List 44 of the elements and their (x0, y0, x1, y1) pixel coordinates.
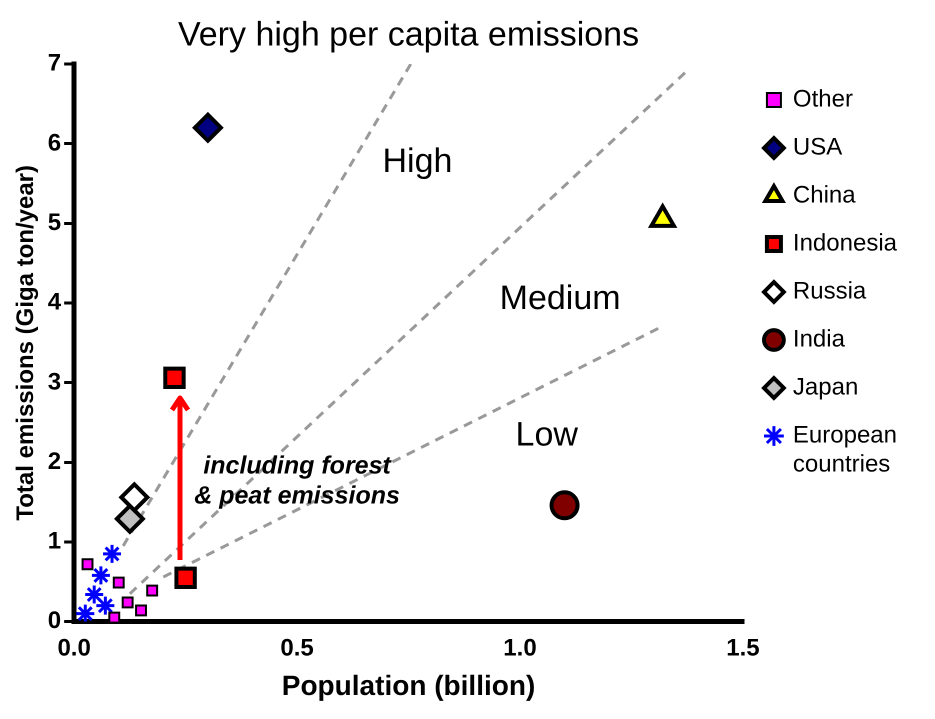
annotation: High (382, 142, 452, 180)
y-tick-label: 7 (48, 50, 62, 77)
x-axis-title: Population (billion) (282, 670, 536, 701)
annotation: including forest & peat emissions (194, 451, 400, 510)
y-tick-label: 4 (48, 288, 62, 316)
point (82, 558, 94, 570)
legend-label: USA (792, 134, 842, 161)
y-tick-label: 0 (48, 607, 62, 634)
point (108, 612, 120, 622)
point (135, 604, 147, 616)
point (163, 366, 186, 390)
annotation: Low (516, 415, 578, 454)
point (174, 566, 197, 589)
y-tick-label: 3 (48, 368, 62, 396)
point (122, 596, 134, 608)
legend-label: European countries (792, 422, 898, 478)
annotation: Medium (500, 279, 621, 318)
y-tick-label: 5 (48, 208, 62, 236)
legend-label: Indonesia (792, 230, 898, 257)
point (74, 603, 96, 622)
point (550, 490, 580, 520)
text: Very high per capita emissions (178, 15, 640, 54)
y-tick-label: 6 (48, 129, 62, 156)
x-tick-label: 0.5 (280, 634, 314, 662)
point (112, 576, 125, 589)
y-tick-label: 1 (48, 528, 62, 555)
point (84, 584, 105, 606)
x-tick-label: 0.0 (57, 634, 91, 662)
point (119, 482, 150, 512)
legend-label: Japan (792, 374, 858, 401)
point (102, 543, 123, 564)
legend-label: Other (792, 86, 853, 113)
x-tick-label: 1.5 (726, 634, 760, 662)
legend-label: Russia (792, 278, 867, 305)
legend-label: India (792, 326, 846, 353)
y-tick-label: 2 (48, 448, 62, 475)
point (94, 595, 116, 616)
point (192, 112, 223, 143)
x-tick-label: 1.0 (503, 634, 537, 662)
legend-label: China (792, 182, 856, 209)
point (114, 504, 145, 534)
point (146, 584, 158, 596)
point (90, 564, 112, 586)
y-axis-title: Total emissions (Giga ton/year) (12, 164, 40, 521)
